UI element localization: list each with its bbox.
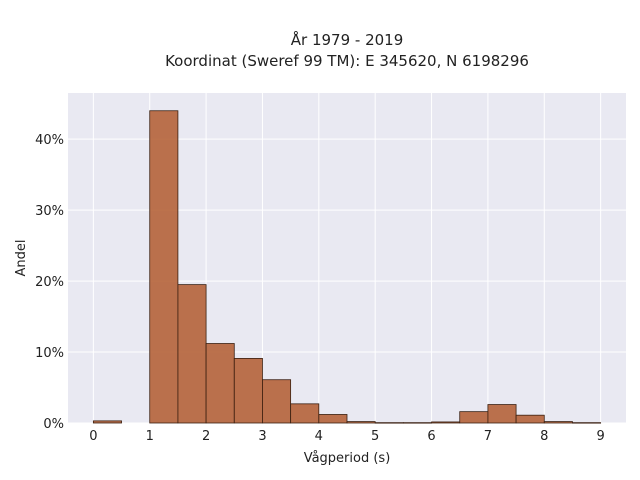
histogram-bar-14 — [487, 404, 517, 424]
x-tick-label: 3 — [258, 429, 266, 444]
y-tick-label: 40% — [35, 133, 64, 148]
bars-group — [92, 110, 602, 424]
histogram-bar-13 — [459, 411, 489, 424]
histogram-bar-10 — [374, 422, 404, 424]
y-axis-label: Andel — [14, 240, 29, 277]
histogram-bar-8 — [318, 414, 348, 424]
histogram-bar-11 — [402, 422, 432, 424]
histogram-bar-2 — [149, 110, 179, 424]
x-tick-label: 6 — [427, 429, 435, 444]
histogram-bar-16 — [543, 421, 573, 424]
histogram-bar-6 — [262, 379, 292, 424]
histogram-bar-15 — [515, 414, 545, 424]
histogram-bar-5 — [233, 358, 263, 424]
x-axis-ticks: 0 1 2 3 4 5 6 7 8 9 — [89, 429, 605, 444]
histogram-bar-4 — [205, 343, 235, 424]
histogram-bar-7 — [290, 403, 320, 424]
y-tick-label: 20% — [35, 275, 64, 290]
x-tick-label: 0 — [89, 429, 97, 444]
y-tick-label: 0% — [43, 417, 64, 432]
histogram-bar-17 — [572, 422, 602, 424]
x-axis-label: Vågperiod (s) — [304, 451, 391, 466]
y-axis-ticks: 0% 10% 20% 30% 40% — [35, 133, 64, 432]
x-tick-label: 1 — [146, 429, 154, 444]
histogram-bar-0 — [92, 420, 122, 424]
chart-title-line1: År 1979 - 2019 — [291, 30, 404, 49]
histogram-bar-9 — [346, 421, 376, 424]
histogram-bar-3 — [177, 284, 207, 424]
chart-title-line2: Koordinat (Sweref 99 TM): E 345620, N 61… — [165, 52, 529, 70]
x-tick-label: 8 — [540, 429, 548, 444]
x-tick-label: 2 — [202, 429, 210, 444]
x-tick-label: 5 — [371, 429, 379, 444]
y-tick-label: 30% — [35, 204, 64, 219]
x-tick-label: 4 — [315, 429, 323, 444]
x-tick-label: 7 — [484, 429, 492, 444]
x-tick-label: 9 — [596, 429, 604, 444]
histogram-bar-12 — [431, 421, 461, 424]
y-tick-label: 10% — [35, 346, 64, 361]
